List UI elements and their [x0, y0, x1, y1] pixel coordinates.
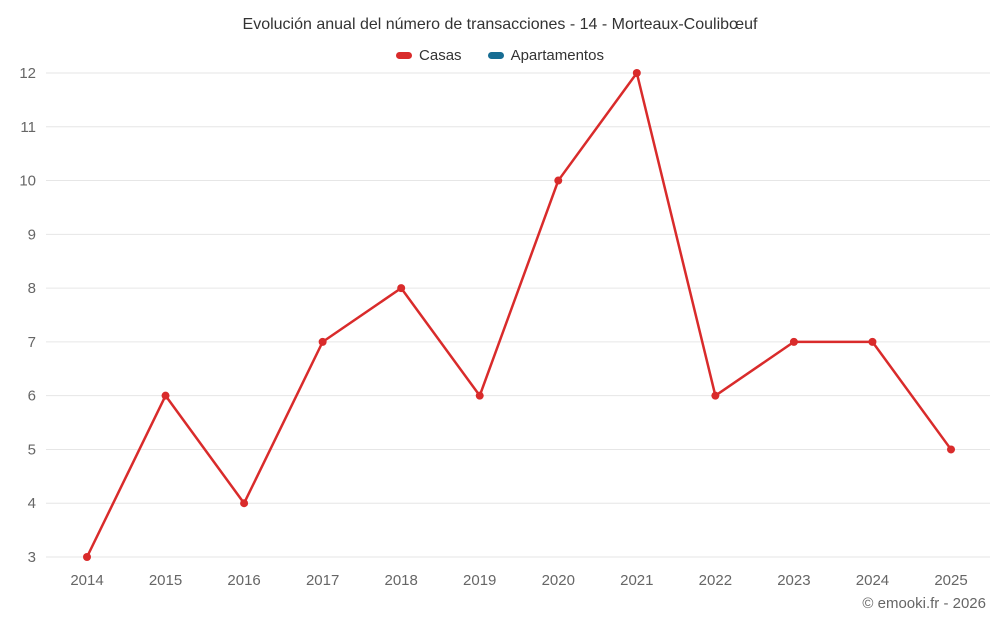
x-axis-tick-label: 2019 [463, 572, 496, 589]
data-point[interactable] [711, 391, 720, 400]
y-axis-tick-label: 9 [28, 226, 36, 243]
x-axis-tick-label: 2018 [384, 572, 417, 589]
x-axis-tick-label: 2015 [149, 572, 182, 589]
data-point[interactable] [83, 553, 91, 561]
y-axis-tick-label: 12 [19, 65, 36, 82]
copyright: © emooki.fr - 2026 [862, 595, 986, 612]
y-axis-tick-label: 6 [28, 388, 36, 405]
data-point[interactable] [868, 337, 877, 346]
series-line-casas [85, 71, 953, 559]
x-axis-tick-label: 2023 [777, 572, 810, 589]
x-axis-tick-label: 2017 [306, 572, 339, 589]
casas-series-swatch-icon [396, 52, 413, 59]
x-axis-tick-label: 2014 [70, 572, 103, 589]
apartamentos-series-swatch-icon [487, 52, 504, 59]
data-point[interactable] [318, 337, 327, 346]
legend-item-casas[interactable]: Casas [396, 47, 462, 64]
legend-label-casas: Casas [419, 47, 462, 64]
legend-label-apartamentos: Apartamentos [510, 47, 604, 64]
data-point[interactable] [240, 499, 249, 508]
data-point[interactable] [397, 284, 406, 293]
legend: Casas Apartamentos [0, 47, 1000, 64]
x-axis-tick-label: 2016 [227, 572, 260, 589]
data-point[interactable] [554, 176, 563, 185]
y-axis-tick-label: 3 [28, 549, 36, 566]
x-axis-tick-label: 2021 [620, 572, 653, 589]
y-axis-tick-label: 4 [28, 495, 36, 512]
x-axis-tick-label: 2024 [856, 572, 889, 589]
x-axis-tick-label: 2020 [542, 572, 575, 589]
x-axis-tick-label: 2025 [934, 572, 967, 589]
y-axis-tick-label: 8 [28, 280, 36, 297]
y-axis-tick-label: 5 [28, 441, 36, 458]
legend-item-apartamentos[interactable]: Apartamentos [487, 47, 604, 64]
data-point[interactable] [947, 445, 955, 454]
chart-title: Evolución anual del número de transaccio… [242, 16, 758, 33]
data-point[interactable] [789, 337, 798, 346]
data-point[interactable] [161, 391, 170, 400]
y-axis-tick-label: 10 [19, 173, 36, 190]
y-axis-tick-label: 7 [28, 334, 36, 351]
x-axis-tick-label: 2022 [699, 572, 732, 589]
data-point[interactable] [632, 69, 641, 77]
data-point[interactable] [475, 391, 484, 400]
y-axis-tick-label: 11 [20, 119, 36, 136]
